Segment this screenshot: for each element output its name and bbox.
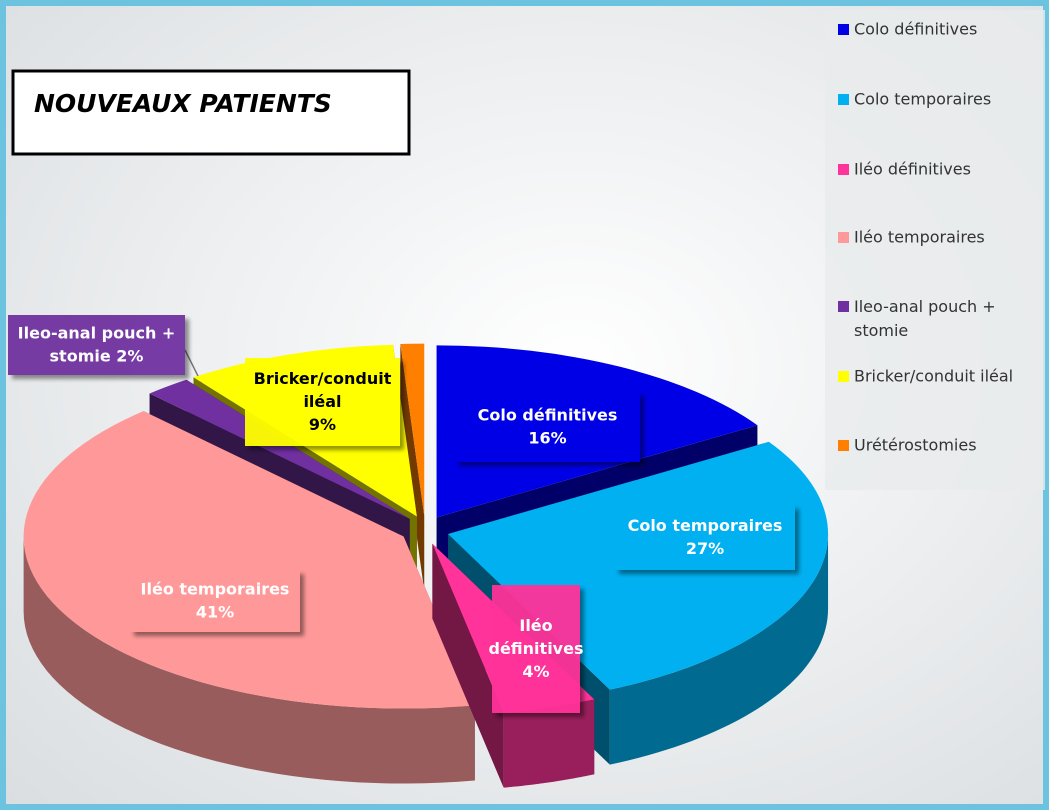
legend-label: Ileo-anal pouch + stomie xyxy=(854,297,996,340)
data-label: Bricker/conduit iléal 9% xyxy=(245,358,400,446)
data-label-category: Bricker/conduit xyxy=(254,369,392,388)
data-label-value: 9% xyxy=(309,415,336,434)
legend-label: Iléo temporaires xyxy=(854,228,985,247)
data-label-box xyxy=(8,315,185,375)
legend-label: Colo temporaires xyxy=(854,90,991,109)
data-label-text: Ileo-anal pouch + stomie 2% xyxy=(18,323,176,365)
data-label-category: définitives xyxy=(489,639,584,658)
data-label-text: Iléo définitives 4% xyxy=(489,616,584,681)
data-label-box xyxy=(245,358,400,446)
legend-label-line: stomie xyxy=(854,321,908,340)
legend-swatch xyxy=(838,301,849,312)
data-label-text: Bricker/conduit iléal 9% xyxy=(254,369,392,434)
data-label-category: Colo temporaires xyxy=(628,516,783,535)
slice-side xyxy=(432,543,504,788)
data-label-category: Iléo temporaires xyxy=(141,579,290,598)
data-label: Colo temporaires 27% xyxy=(615,505,795,570)
data-label-box xyxy=(130,570,300,632)
data-label: Ileo-anal pouch + stomie 2% xyxy=(8,315,185,375)
slice-rim xyxy=(23,536,475,784)
data-label-text: Iléo temporaires 41% xyxy=(141,579,290,621)
data-label-box xyxy=(615,505,795,570)
data-label-value: 16% xyxy=(528,428,566,447)
data-label-text: Colo définitives 16% xyxy=(478,405,618,447)
data-label-category: Ileo-anal pouch + xyxy=(18,323,176,342)
data-label-category: Colo définitives xyxy=(478,405,618,424)
data-label-value: 2% xyxy=(116,346,143,365)
data-label-box xyxy=(492,585,580,713)
data-label-category: iléal xyxy=(303,392,341,411)
legend-swatch xyxy=(838,164,849,175)
data-label: Iléo temporaires 41% xyxy=(130,570,300,632)
legend-label: Iléo définitives xyxy=(854,160,971,179)
legend-swatch xyxy=(838,94,849,105)
data-label: Colo définitives 16% xyxy=(455,392,640,462)
slice-rim xyxy=(609,534,829,765)
legend-label: Bricker/conduit iléal xyxy=(854,367,1013,386)
slice-side xyxy=(400,343,425,591)
legend-swatch xyxy=(838,371,849,382)
slice xyxy=(149,379,410,519)
slice xyxy=(23,411,475,709)
legend-label: Urétérostomies xyxy=(854,436,977,455)
data-label-text: Colo temporaires 27% xyxy=(628,516,783,558)
legend-label: Colo définitives xyxy=(854,20,977,39)
data-label: Iléo définitives 4% xyxy=(489,585,584,713)
title-box xyxy=(11,69,411,156)
legend-swatch xyxy=(838,440,849,451)
legend-box xyxy=(825,10,1045,490)
slice xyxy=(400,343,425,516)
data-label-category: Iléo xyxy=(519,616,552,635)
chart-title: NOUVEAUX PATIENTS xyxy=(34,89,332,118)
legend-swatch xyxy=(838,24,849,35)
data-label-value: 41% xyxy=(196,602,234,621)
slice-rim xyxy=(503,699,595,788)
data-label-value: 27% xyxy=(686,539,724,558)
data-label-category: stomie xyxy=(50,346,117,365)
data-label-box xyxy=(455,392,640,462)
legend-swatch xyxy=(838,232,849,243)
data-label-value: 4% xyxy=(522,662,549,681)
legend-label-line: Ileo-anal pouch + xyxy=(854,297,996,316)
